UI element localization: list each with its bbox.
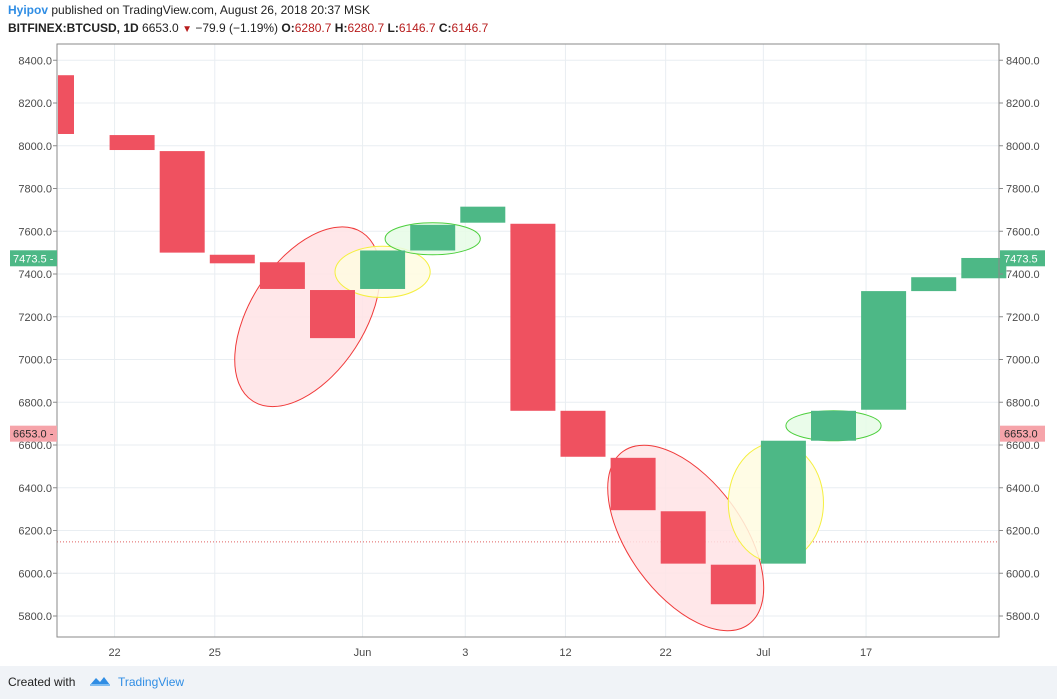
y-tick-label-right: 7600.0: [1006, 226, 1040, 238]
y-tick-label-right: 7200.0: [1006, 312, 1040, 324]
symbol-info: BITFINEX:BTCUSD, 1D 6653.0 ▼ −79.9 (−1.1…: [8, 21, 488, 35]
y-tick-label-right: 6800.0: [1006, 397, 1040, 409]
x-tick-label: Jul: [756, 647, 770, 659]
y-tick-label-left: 7600.0: [18, 226, 52, 238]
x-tick-label: 17: [860, 647, 872, 659]
candle-up[interactable]: [961, 257, 1007, 279]
x-tick-label: 25: [209, 647, 221, 659]
y-tick-label-right: 7400.0: [1006, 269, 1040, 281]
candle-up[interactable]: [760, 440, 806, 564]
y-tick-label-right: 6000.0: [1006, 568, 1040, 580]
y-tick-label-right: 5800.0: [1006, 611, 1040, 623]
y-tick-label-right: 8000.0: [1006, 141, 1040, 153]
open-value: 6280.7: [294, 21, 332, 35]
candle-up[interactable]: [410, 224, 456, 251]
y-tick-label-left: 6800.0: [18, 397, 52, 409]
open-label: O:: [281, 21, 295, 35]
y-tick-label-left: 8200.0: [18, 98, 52, 110]
x-tick-label: 3: [462, 647, 468, 659]
candle-down[interactable]: [560, 410, 606, 457]
low-value: 6146.7: [398, 21, 436, 35]
price-tag-right-down: [1000, 425, 1045, 442]
candle-down[interactable]: [310, 290, 355, 339]
y-tick-label-left: 7400.0: [18, 269, 52, 281]
high-label: H:: [334, 21, 348, 35]
y-tick-label-left: 6200.0: [18, 526, 52, 538]
y-tick-label-left: 7000.0: [18, 355, 52, 367]
candle-up[interactable]: [460, 206, 506, 223]
y-tick-label-left: 7800.0: [18, 184, 52, 196]
x-tick-label: 22: [108, 647, 120, 659]
footer-bar: Created with TradingView: [0, 666, 1057, 699]
x-tick-label: 22: [660, 647, 672, 659]
candle-down[interactable]: [710, 564, 756, 605]
tradingview-logo-icon[interactable]: [88, 674, 112, 690]
price-tag-left-text: 7473.5 -: [13, 253, 54, 265]
candle-down[interactable]: [109, 135, 155, 151]
close-label: C:: [438, 21, 452, 35]
price-tag-right-text: 6653.0: [1004, 429, 1038, 441]
y-tick-label-left: 5800.0: [18, 611, 52, 623]
candle-down[interactable]: [209, 254, 255, 264]
candle-down[interactable]: [259, 262, 305, 289]
candle-up[interactable]: [811, 410, 856, 441]
price-chart[interactable]: 5800.0 5800.0 6000.0 6000.0 6200.0 6200.0 6400…: [0, 0, 1057, 666]
close-value: 6146.7: [451, 21, 489, 35]
publish-text: published on TradingView.com, August 26,…: [51, 3, 371, 17]
high-value: 6280.7: [347, 21, 385, 35]
symbol-label: BITFINEX:BTCUSD, 1D: [8, 21, 139, 35]
author-link[interactable]: Hyipov: [8, 3, 49, 17]
y-tick-label-right: 6400.0: [1006, 483, 1040, 495]
candle-up[interactable]: [911, 277, 957, 292]
price-tag-left-down: [10, 425, 57, 442]
y-tick-label-left: 7200.0: [18, 312, 52, 324]
y-tick-label-left: 6400.0: [18, 483, 52, 495]
price-change: −79.9 (−1.19%): [195, 21, 279, 35]
price-tag-right-up: [1000, 250, 1045, 267]
y-tick-label-left: 6600.0: [18, 440, 52, 452]
last-price: 6653.0: [142, 21, 179, 35]
candle-down[interactable]: [660, 511, 706, 564]
y-tick-label-right: 7000.0: [1006, 355, 1040, 367]
candle-up[interactable]: [861, 291, 907, 410]
price-tag-left-up: [10, 250, 57, 267]
y-tick-label-left: 8000.0: [18, 141, 52, 153]
candle-down[interactable]: [510, 223, 556, 411]
price-tag-left-text: 6653.0 -: [13, 429, 54, 441]
low-label: L:: [387, 21, 399, 35]
candle-up[interactable]: [360, 250, 406, 289]
y-tick-label-left: 6000.0: [18, 568, 52, 580]
x-tick-label: 12: [559, 647, 571, 659]
y-tick-label-right: 6600.0: [1006, 440, 1040, 452]
tradingview-link[interactable]: TradingView: [118, 675, 185, 689]
plot-border: [56, 43, 1000, 638]
candle-down[interactable]: [610, 457, 656, 511]
candle-down[interactable]: [58, 75, 74, 134]
created-with-text: Created with: [8, 675, 76, 689]
y-tick-label-left: 8400.0: [18, 55, 52, 67]
y-tick-label-right: 7800.0: [1006, 184, 1040, 196]
down-arrow-icon: ▼: [182, 24, 192, 35]
y-tick-label-right: 8200.0: [1006, 98, 1040, 110]
x-tick-label: Jun: [354, 647, 372, 659]
price-tag-right-text: 7473.5: [1004, 253, 1038, 265]
y-tick-label-right: 8400.0: [1006, 55, 1040, 67]
y-tick-label-right: 6200.0: [1006, 526, 1040, 538]
publish-info: Hyipov published on TradingView.com, Aug…: [8, 3, 370, 17]
candle-down[interactable]: [159, 151, 205, 253]
